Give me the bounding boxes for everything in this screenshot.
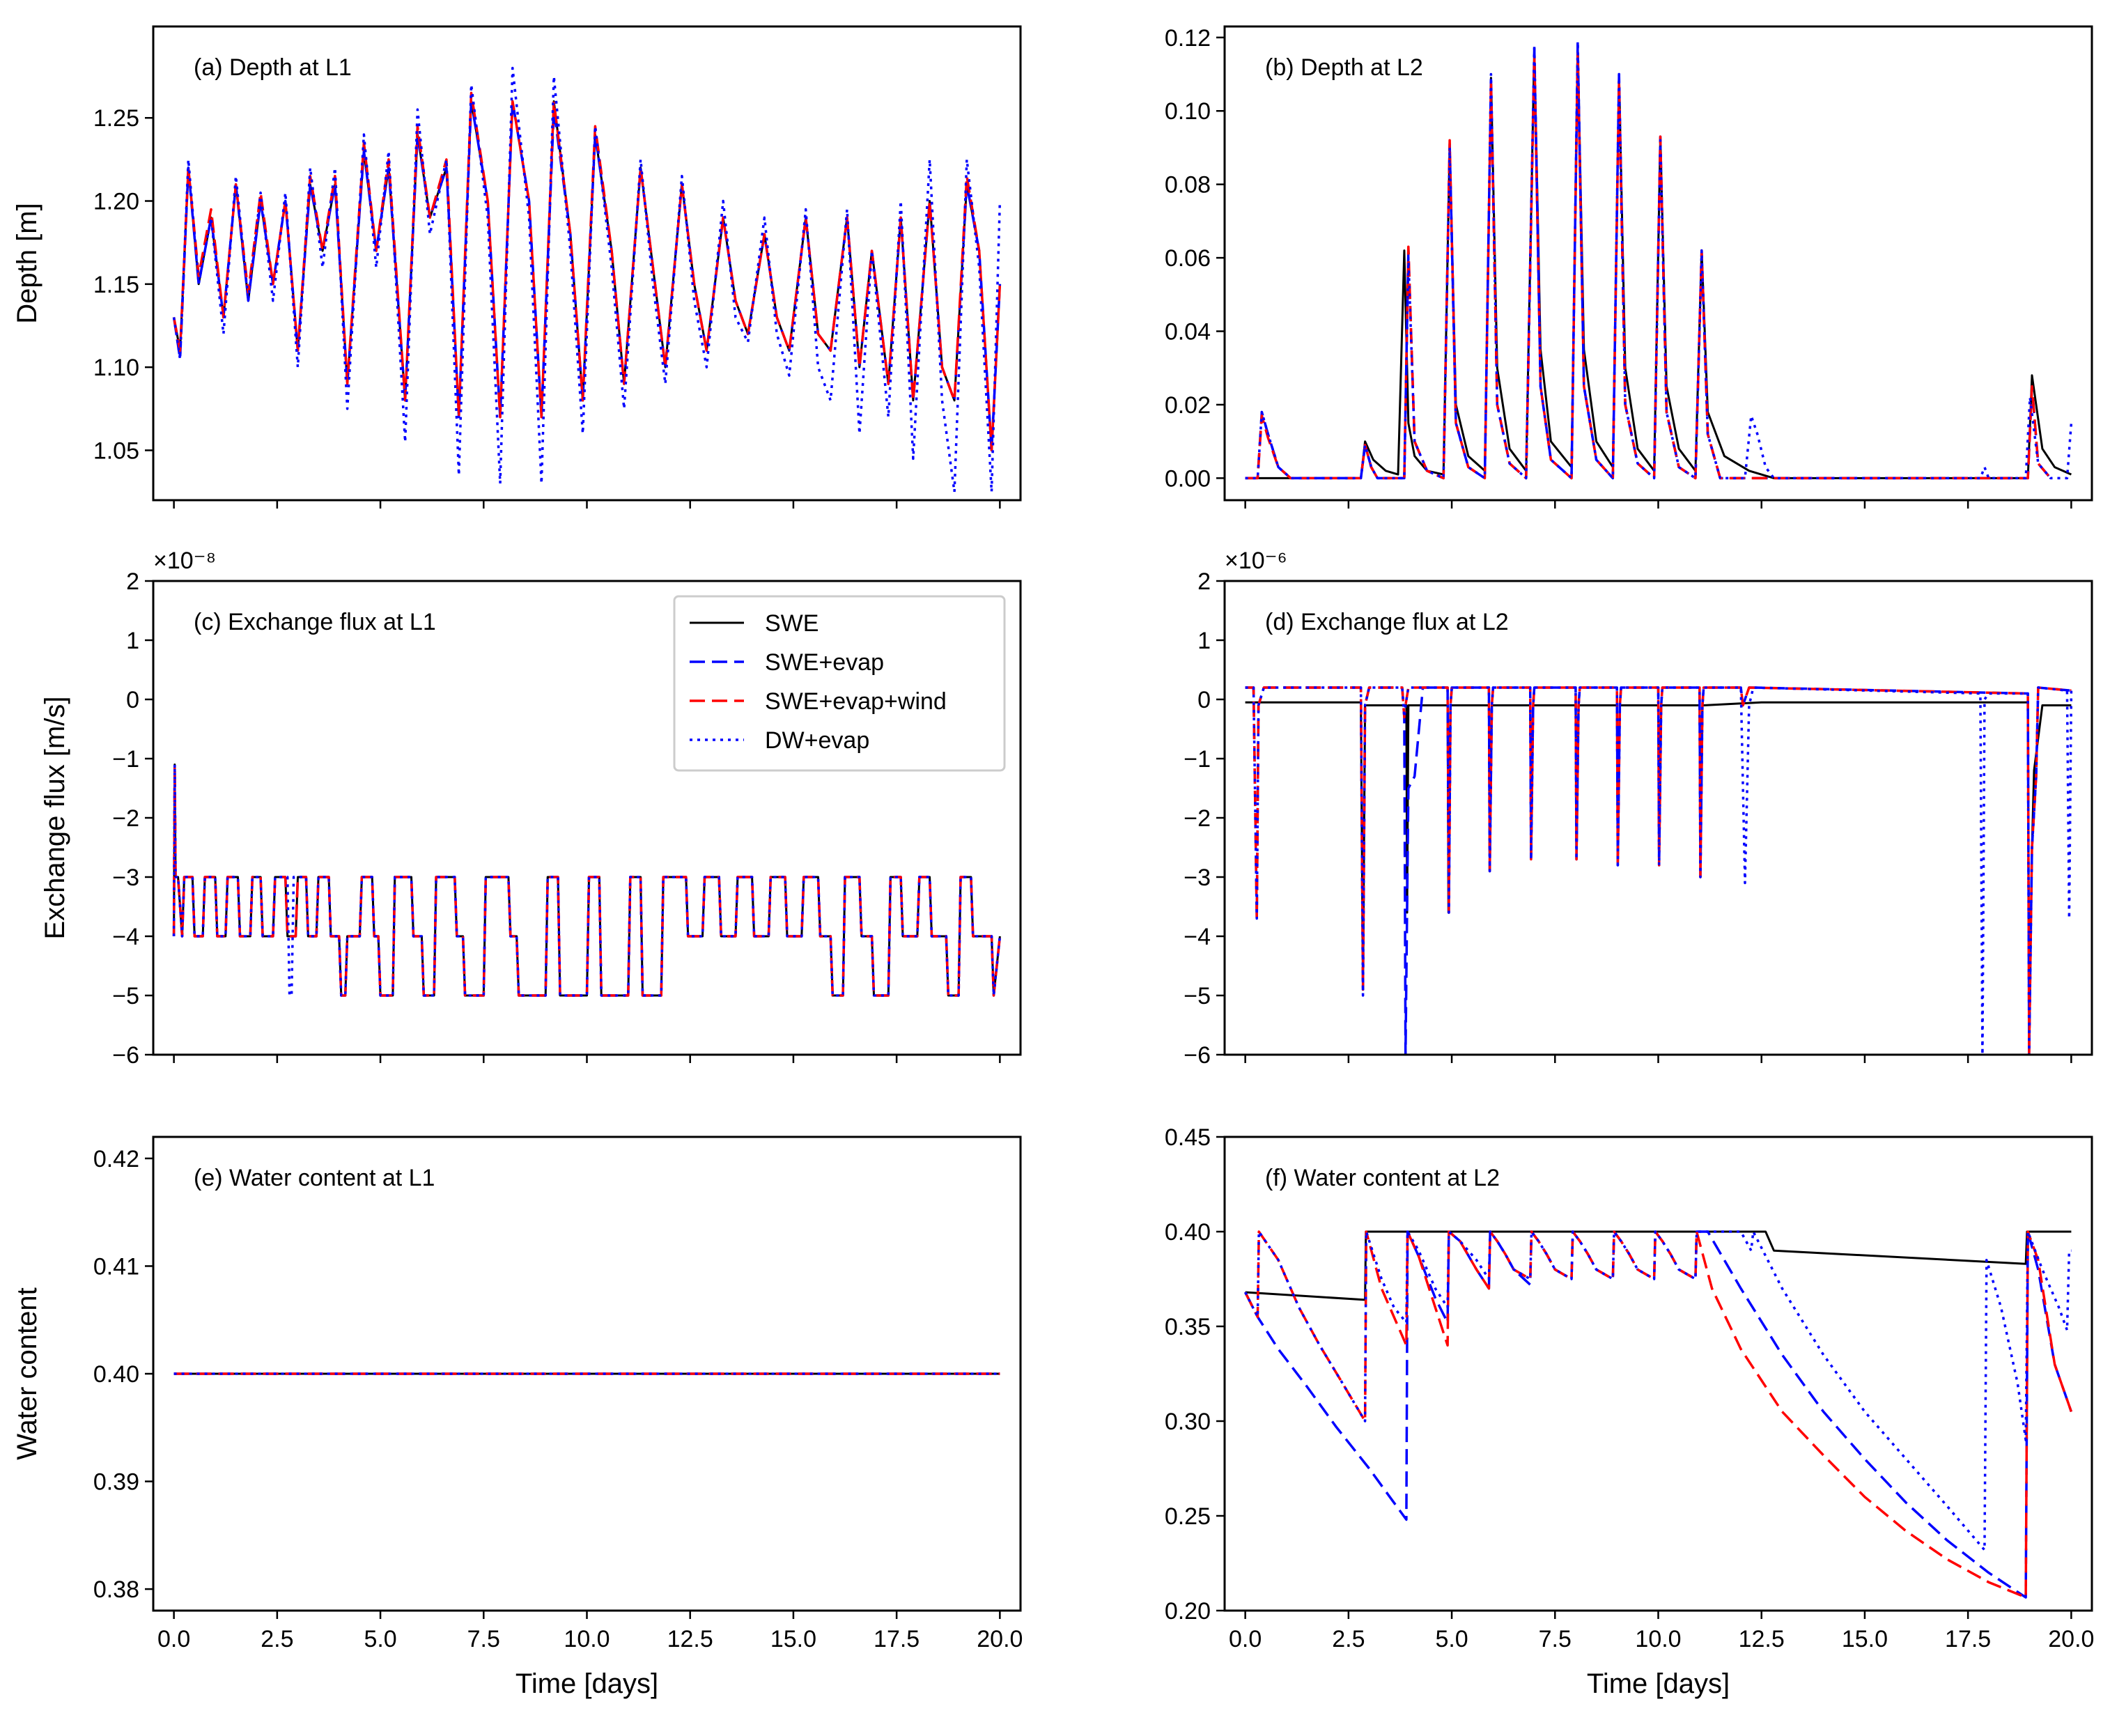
axes-frame-f: [1223, 1136, 2093, 1612]
ytick-label-b: 0.10: [1165, 98, 1211, 125]
series-a-swe-evap-wind: [172, 91, 1002, 452]
series-b-swe-evap: [1245, 43, 2052, 480]
xtick-label-f: 2.5: [1332, 1626, 1365, 1652]
ytick-label-f: 0.20: [1165, 1598, 1211, 1625]
xtick-label-f: 10.0: [1635, 1626, 1681, 1652]
panel-title-b: (b) Depth at L2: [1265, 54, 1423, 81]
ytick-label-d: −4: [1184, 924, 1211, 950]
legend-label: DW+evap: [765, 727, 869, 754]
ytick-label-c: −1: [112, 746, 139, 773]
ytick-label-c: 2: [126, 568, 139, 595]
ytick-label-e: 0.42: [93, 1146, 139, 1172]
series-f-swe-evap: [1244, 1230, 2073, 1599]
xtick-label-e: 2.5: [261, 1626, 293, 1652]
ytick-label-f: 0.35: [1165, 1314, 1211, 1340]
series-d-swe-evap: [1245, 686, 2072, 1055]
ytick-label-e: 0.40: [93, 1361, 139, 1388]
ytick-label-e: 0.39: [93, 1469, 139, 1496]
panel-title-d: (d) Exchange flux at L2: [1265, 609, 1509, 635]
ytick-label-f: 0.25: [1165, 1503, 1211, 1530]
ytick-label-c: −6: [112, 1042, 139, 1069]
ylabel-c: Exchange flux [m/s]: [40, 696, 70, 939]
panel-c: −6 −5 −4 −3 −2 −1 0 1 2 (c) Exchange flux at L1 ×1…: [40, 548, 1022, 1069]
panel-title-f: (f) Water content at L2: [1265, 1165, 1500, 1191]
ytick-label-d: −3: [1184, 865, 1211, 891]
ytick-label-a: 1.25: [93, 105, 139, 132]
ytick-label-a: 1.10: [93, 355, 139, 381]
ytick-label-d: 0: [1197, 687, 1211, 713]
series-b-dw-evap: [1245, 40, 2073, 480]
ytick-label-a: 1.05: [93, 437, 139, 464]
series-c-dw-evap: [172, 763, 1002, 997]
xtick-label-e: 10.0: [564, 1626, 610, 1652]
ytick-label-b: 0.00: [1165, 465, 1211, 492]
ytick-label-d: −1: [1184, 746, 1211, 773]
xtick-label-e: 15.0: [770, 1626, 816, 1652]
panel-title-e: (e) Water content at L1: [194, 1165, 435, 1191]
ytick-label-b: 0.08: [1165, 172, 1211, 199]
ytick-label-b: 0.02: [1165, 392, 1211, 419]
ytick-label-d: 2: [1197, 568, 1211, 595]
xtick-label-f: 5.0: [1435, 1626, 1468, 1652]
ytick-label-e: 0.41: [93, 1253, 139, 1280]
ylabel-e: Water content: [12, 1287, 42, 1460]
panel-f: 0.0 2.5 5.0 7.5 10.0 12.5 15.0 17.5 20.0 0.20 0.25…: [1165, 1124, 2095, 1699]
xtick-label-f: 17.5: [1945, 1626, 1991, 1652]
ytick-label-b: 0.06: [1165, 245, 1211, 272]
ytick-label-f: 0.30: [1165, 1409, 1211, 1435]
ylabel-a: Depth [m]: [12, 203, 42, 323]
offset-text-d: ×10⁻⁶: [1225, 548, 1287, 574]
legend-label: SWE: [765, 610, 819, 637]
legend-label: SWE+evap+wind: [765, 688, 947, 715]
ytick-label-f: 0.45: [1165, 1124, 1211, 1151]
xtick-label-f: 12.5: [1739, 1626, 1785, 1652]
legend-frame: [673, 595, 1006, 772]
xtick-label-e: 5.0: [364, 1626, 396, 1652]
ytick-label-c: 0: [126, 687, 139, 713]
xlabel-f: Time [days]: [1587, 1668, 1730, 1699]
xtick-label-f: 0.0: [1229, 1626, 1262, 1652]
ytick-label-a: 1.15: [93, 272, 139, 298]
xtick-label-f: 20.0: [2048, 1626, 2094, 1652]
xtick-label-e: 12.5: [667, 1626, 713, 1652]
panel-b: 0.00 0.02 0.04 0.06 0.08 0.10 0.12 (b) Depth at…: [1165, 25, 2093, 509]
ytick-label-c: −5: [112, 983, 139, 1009]
panel-title-a: (a) Depth at L1: [194, 54, 352, 81]
ytick-label-c: 1: [126, 628, 139, 654]
ytick-label-e: 0.38: [93, 1576, 139, 1603]
xtick-label-e: 20.0: [977, 1626, 1023, 1652]
xtick-label-f: 15.0: [1842, 1626, 1888, 1652]
ytick-label-c: −2: [112, 805, 139, 832]
ytick-label-d: 1: [1197, 628, 1211, 654]
ytick-label-f: 0.40: [1165, 1219, 1211, 1246]
ytick-label-b: 0.12: [1165, 25, 1211, 52]
xtick-label-e: 0.0: [157, 1626, 190, 1652]
ytick-label-a: 1.20: [93, 189, 139, 215]
ytick-label-d: −5: [1184, 983, 1211, 1009]
legend-label: SWE+evap: [765, 649, 884, 676]
xtick-label-f: 7.5: [1539, 1626, 1572, 1652]
ytick-label-b: 0.04: [1165, 319, 1211, 346]
panel-d: −6 −5 −4 −3 −2 −1 0 1 2 (d) Exchange flux at L2 ×1…: [1184, 548, 2093, 1069]
legend: SWE SWE+evap SWE+evap+wind DW+evap: [673, 595, 1006, 772]
panel-a: 1.05 1.10 1.15 1.20 1.25 (a) Depth at L1 Depth…: [12, 25, 1022, 509]
axes-frame-a: [152, 25, 1022, 502]
panel-title-c: (c) Exchange flux at L1: [194, 609, 436, 635]
ytick-label-d: −2: [1184, 805, 1211, 832]
ytick-label-c: −3: [112, 865, 139, 891]
series-b-swe-evap-wind: [1245, 51, 2052, 480]
series-d-dw-evap: [1245, 686, 2073, 1055]
xtick-label-e: 17.5: [874, 1626, 920, 1652]
panel-e: 0.0 2.5 5.0 7.5 10.0 12.5 15.0 17.5 20.0 0.38 0.39…: [12, 1136, 1023, 1699]
xtick-label-e: 7.5: [467, 1626, 500, 1652]
offset-text-c: ×10⁻⁸: [153, 548, 216, 574]
ytick-label-c: −4: [112, 924, 139, 950]
ytick-label-d: −6: [1184, 1042, 1211, 1069]
series-f-swe-evap-wind: [1244, 1230, 2073, 1599]
xlabel-e: Time [days]: [515, 1668, 658, 1699]
series-f-dw-evap: [1244, 1230, 2072, 1551]
